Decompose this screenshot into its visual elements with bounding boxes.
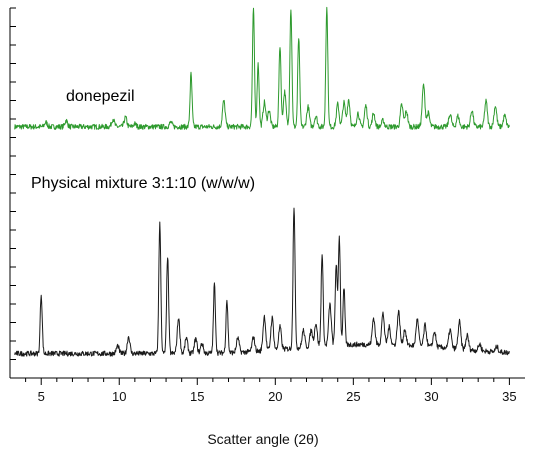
x-tick-label: 30: [424, 389, 438, 404]
x-tick-label: 20: [268, 389, 282, 404]
x-tick-labels: 5 10 15 20 25 30 35: [38, 389, 517, 404]
x-tick-label: 10: [112, 389, 126, 404]
traces: [14, 6, 510, 357]
x-tick-label: 15: [190, 389, 204, 404]
x-tick-label: 35: [502, 389, 516, 404]
donepezil-label: donepezil: [66, 88, 135, 105]
axes: [9, 7, 525, 385]
x-axis-title: Scatter angle (2θ): [207, 431, 318, 447]
physical-mixture-label: Physical mixture 3:1:10 (w/w/w): [31, 175, 255, 192]
series-line: [14, 207, 510, 357]
x-tick-label: 5: [38, 389, 45, 404]
series-line: [14, 6, 510, 130]
x-tick-label: 25: [346, 389, 360, 404]
